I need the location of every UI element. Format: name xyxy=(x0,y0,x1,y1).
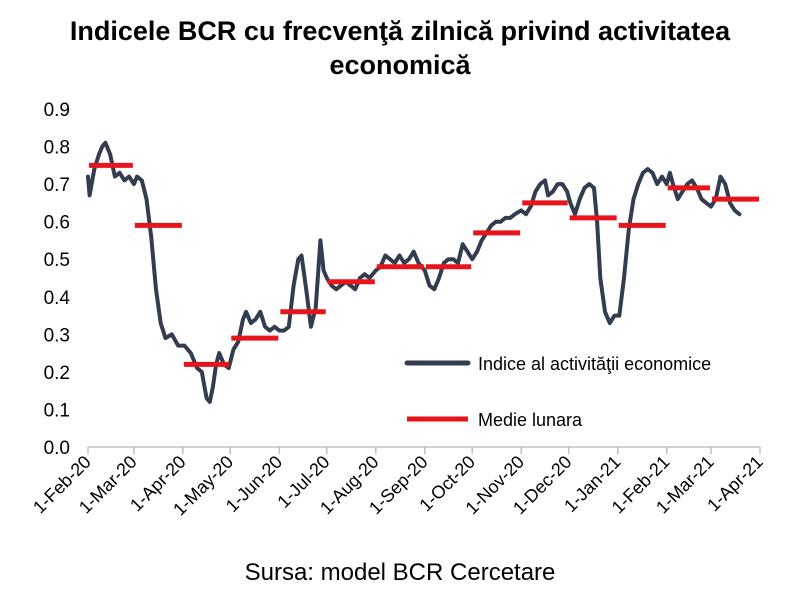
y-tick-label: 0.2 xyxy=(44,363,70,384)
y-tick-label: 0.8 xyxy=(44,138,70,159)
y-tick-label: 0.5 xyxy=(44,250,70,271)
chart-title-line-2: economică xyxy=(329,50,471,80)
source-note: Sursa: model BCR Cercetare xyxy=(244,559,556,586)
y-tick-label: 0.7 xyxy=(44,175,70,196)
legend-label-index: Indice al activităţii economice xyxy=(478,354,711,374)
y-tick-label: 0.3 xyxy=(44,325,70,346)
y-tick-label: 0.1 xyxy=(44,400,70,421)
chart-title: Indicele BCR cu frecvenţă zilnică privin… xyxy=(0,14,800,82)
y-tick-label: 0.0 xyxy=(44,438,70,459)
y-tick-label: 0.4 xyxy=(44,288,71,309)
chart-title-line-1: Indicele BCR cu frecvenţă zilnică privin… xyxy=(69,16,731,46)
y-tick-label: 0.9 xyxy=(44,100,70,121)
index-line-series xyxy=(86,140,742,404)
y-tick-label: 0.6 xyxy=(44,213,70,234)
legend-label-mean: Medie lunara xyxy=(478,410,583,430)
